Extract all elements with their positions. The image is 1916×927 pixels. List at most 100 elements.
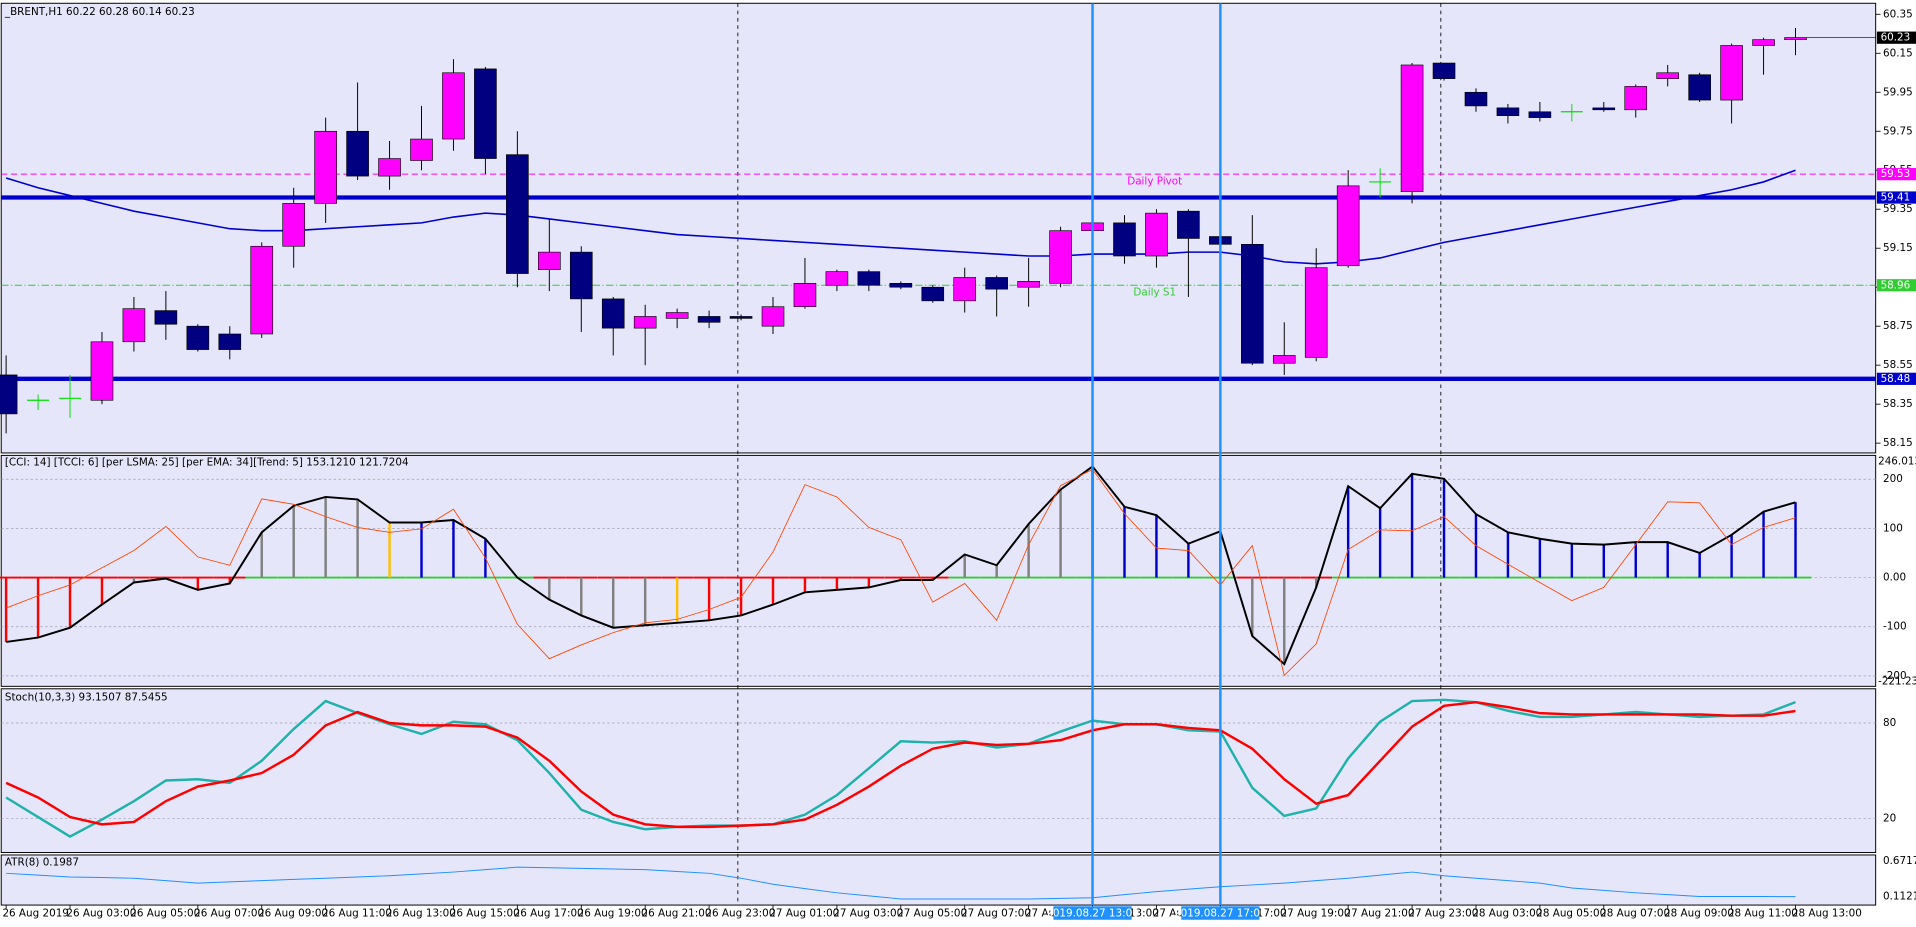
candle-body: [1049, 230, 1072, 284]
candle-body: [889, 282, 913, 288]
indicator-title: [CCI: 14] [TCCI: 6] [per LSMA: 25] [per …: [5, 457, 409, 469]
price-panel: [0, 2, 1877, 454]
y-tick-label: 59.75: [1883, 125, 1913, 137]
candle-body: [282, 203, 305, 247]
y-min-label: -221.238: [1878, 675, 1916, 687]
candle-body: [985, 277, 1008, 290]
candle-body: [250, 245, 274, 335]
cursor-label-box: [1053, 906, 1132, 920]
y-tick-label: 60.35: [1883, 8, 1913, 20]
level-label-box: [1876, 279, 1916, 292]
cci-panel: [0, 454, 1877, 687]
candle-body: [1592, 107, 1616, 111]
candle-body: [1752, 39, 1775, 46]
x-tick-label: 27 Aug 03:00: [833, 908, 903, 920]
level-name: Daily S1: [1133, 287, 1176, 299]
candle-body: [729, 316, 753, 319]
x-tick-label: 26 Aug 09:00: [258, 908, 328, 920]
y-max-label: 246.0138: [1878, 456, 1916, 468]
candle-body: [1113, 222, 1136, 257]
stoch-line: [5, 698, 1796, 838]
x-tick-label: 26 Aug 13:00: [386, 908, 456, 920]
candle-body: [1496, 107, 1520, 116]
tcci-line: [5, 468, 1796, 677]
candle-body: [0, 374, 18, 415]
x-tick-label: 27 Aug 05:00: [897, 908, 967, 920]
y-tick-label: 100: [1883, 522, 1903, 534]
candle-body: [1017, 281, 1040, 288]
y-tick-label: 59.15: [1883, 242, 1913, 254]
x-tick-label: 27 Aug 19:00: [1281, 908, 1351, 920]
cci-line: [5, 465, 1796, 666]
x-tick-label: 28 Aug 03:00: [1472, 908, 1542, 920]
level-label: 59.53: [1881, 168, 1911, 180]
x-tick-label: 28 Aug 11:00: [1728, 908, 1798, 920]
candle-body: [410, 138, 433, 161]
y-tick-label: 58.55: [1883, 359, 1913, 371]
candle-body: [825, 271, 849, 286]
current-price-box: [1876, 31, 1916, 44]
candle-body: [953, 277, 977, 302]
level-label-box: [1876, 168, 1916, 181]
candle-body: [1624, 86, 1648, 111]
y-tick-label: 200: [1883, 473, 1903, 485]
x-tick-label: 28 Aug 05:00: [1536, 908, 1606, 920]
candle-body: [1336, 185, 1360, 267]
candle-body: [601, 298, 625, 329]
indicator-title: ATR(8) 0.1987: [5, 856, 79, 868]
x-tick-label: 27 Aug 01:00: [769, 908, 839, 920]
y-tick-label: 0.00: [1883, 572, 1906, 584]
candle-body: [154, 310, 178, 325]
candle-body: [186, 325, 210, 350]
y-tick-label: -100: [1883, 621, 1907, 633]
y-tick-label: 20: [1883, 812, 1896, 824]
y-tick-label: -200: [1883, 670, 1907, 682]
candle-body: [1656, 72, 1680, 79]
x-tick-label: 26 Aug 19:00: [578, 908, 648, 920]
candle-body: [633, 316, 657, 329]
x-tick-label: 28 Aug 13:00: [1792, 908, 1862, 920]
candle-body: [921, 286, 945, 302]
y-max-label: 0.6717: [1883, 855, 1916, 867]
x-tick-label: 26 Aug 15:00: [450, 908, 520, 920]
x-tick-label: 27 Aug 21:00: [1344, 908, 1414, 920]
candle-body: [122, 308, 146, 343]
x-tick-label: 26 Aug 21:00: [642, 908, 712, 920]
candle-body: [1304, 267, 1328, 358]
y-min-label: 0.1121: [1883, 891, 1916, 903]
y-tick-label: 80: [1883, 717, 1896, 729]
candle-body: [697, 316, 721, 323]
candle-body: [506, 154, 529, 274]
level-label-box: [1876, 372, 1916, 385]
x-tick-label: 27 Aug 07:00: [961, 908, 1031, 920]
cursor-label: 2019.08.27 13:00: [1046, 908, 1139, 920]
x-tick-label: 26 Aug 11:00: [322, 908, 392, 920]
candle-body: [1177, 210, 1200, 239]
atr-panel: [0, 854, 1877, 906]
candle-body: [857, 271, 881, 286]
cursor-label: 2019.08.27 17:00: [1174, 908, 1267, 920]
cursor-label-box: [1181, 906, 1260, 920]
candle-body: [538, 251, 561, 270]
x-tick-label: 26 Aug 2019: [2, 908, 68, 920]
x-tick-label: 28 Aug 09:00: [1664, 908, 1734, 920]
level-label-box: [1876, 191, 1916, 204]
y-tick-label: 59.35: [1883, 203, 1913, 215]
y-tick-label: 58.75: [1883, 320, 1913, 332]
current-price-label: 60.23: [1881, 32, 1911, 44]
candle-body: [665, 312, 689, 319]
candle-body: [442, 72, 465, 140]
candle-body: [1720, 45, 1743, 101]
candle-body: [314, 130, 337, 204]
candle-body: [1688, 74, 1711, 101]
candle-body: [569, 251, 593, 300]
y-tick-label: 60.15: [1883, 47, 1913, 59]
candle-body: [1528, 111, 1552, 118]
x-tick-label: 28 Aug 07:00: [1600, 908, 1670, 920]
x-tick-label: 26 Aug 03:00: [66, 908, 136, 920]
candle-body: [761, 306, 785, 327]
atr-line: [6, 866, 1796, 900]
y-tick-label: 59.95: [1883, 86, 1913, 98]
candle-body: [1400, 64, 1424, 192]
chart-title: _BRENT,H1 60.22 60.28 60.14 60.23: [4, 6, 195, 18]
